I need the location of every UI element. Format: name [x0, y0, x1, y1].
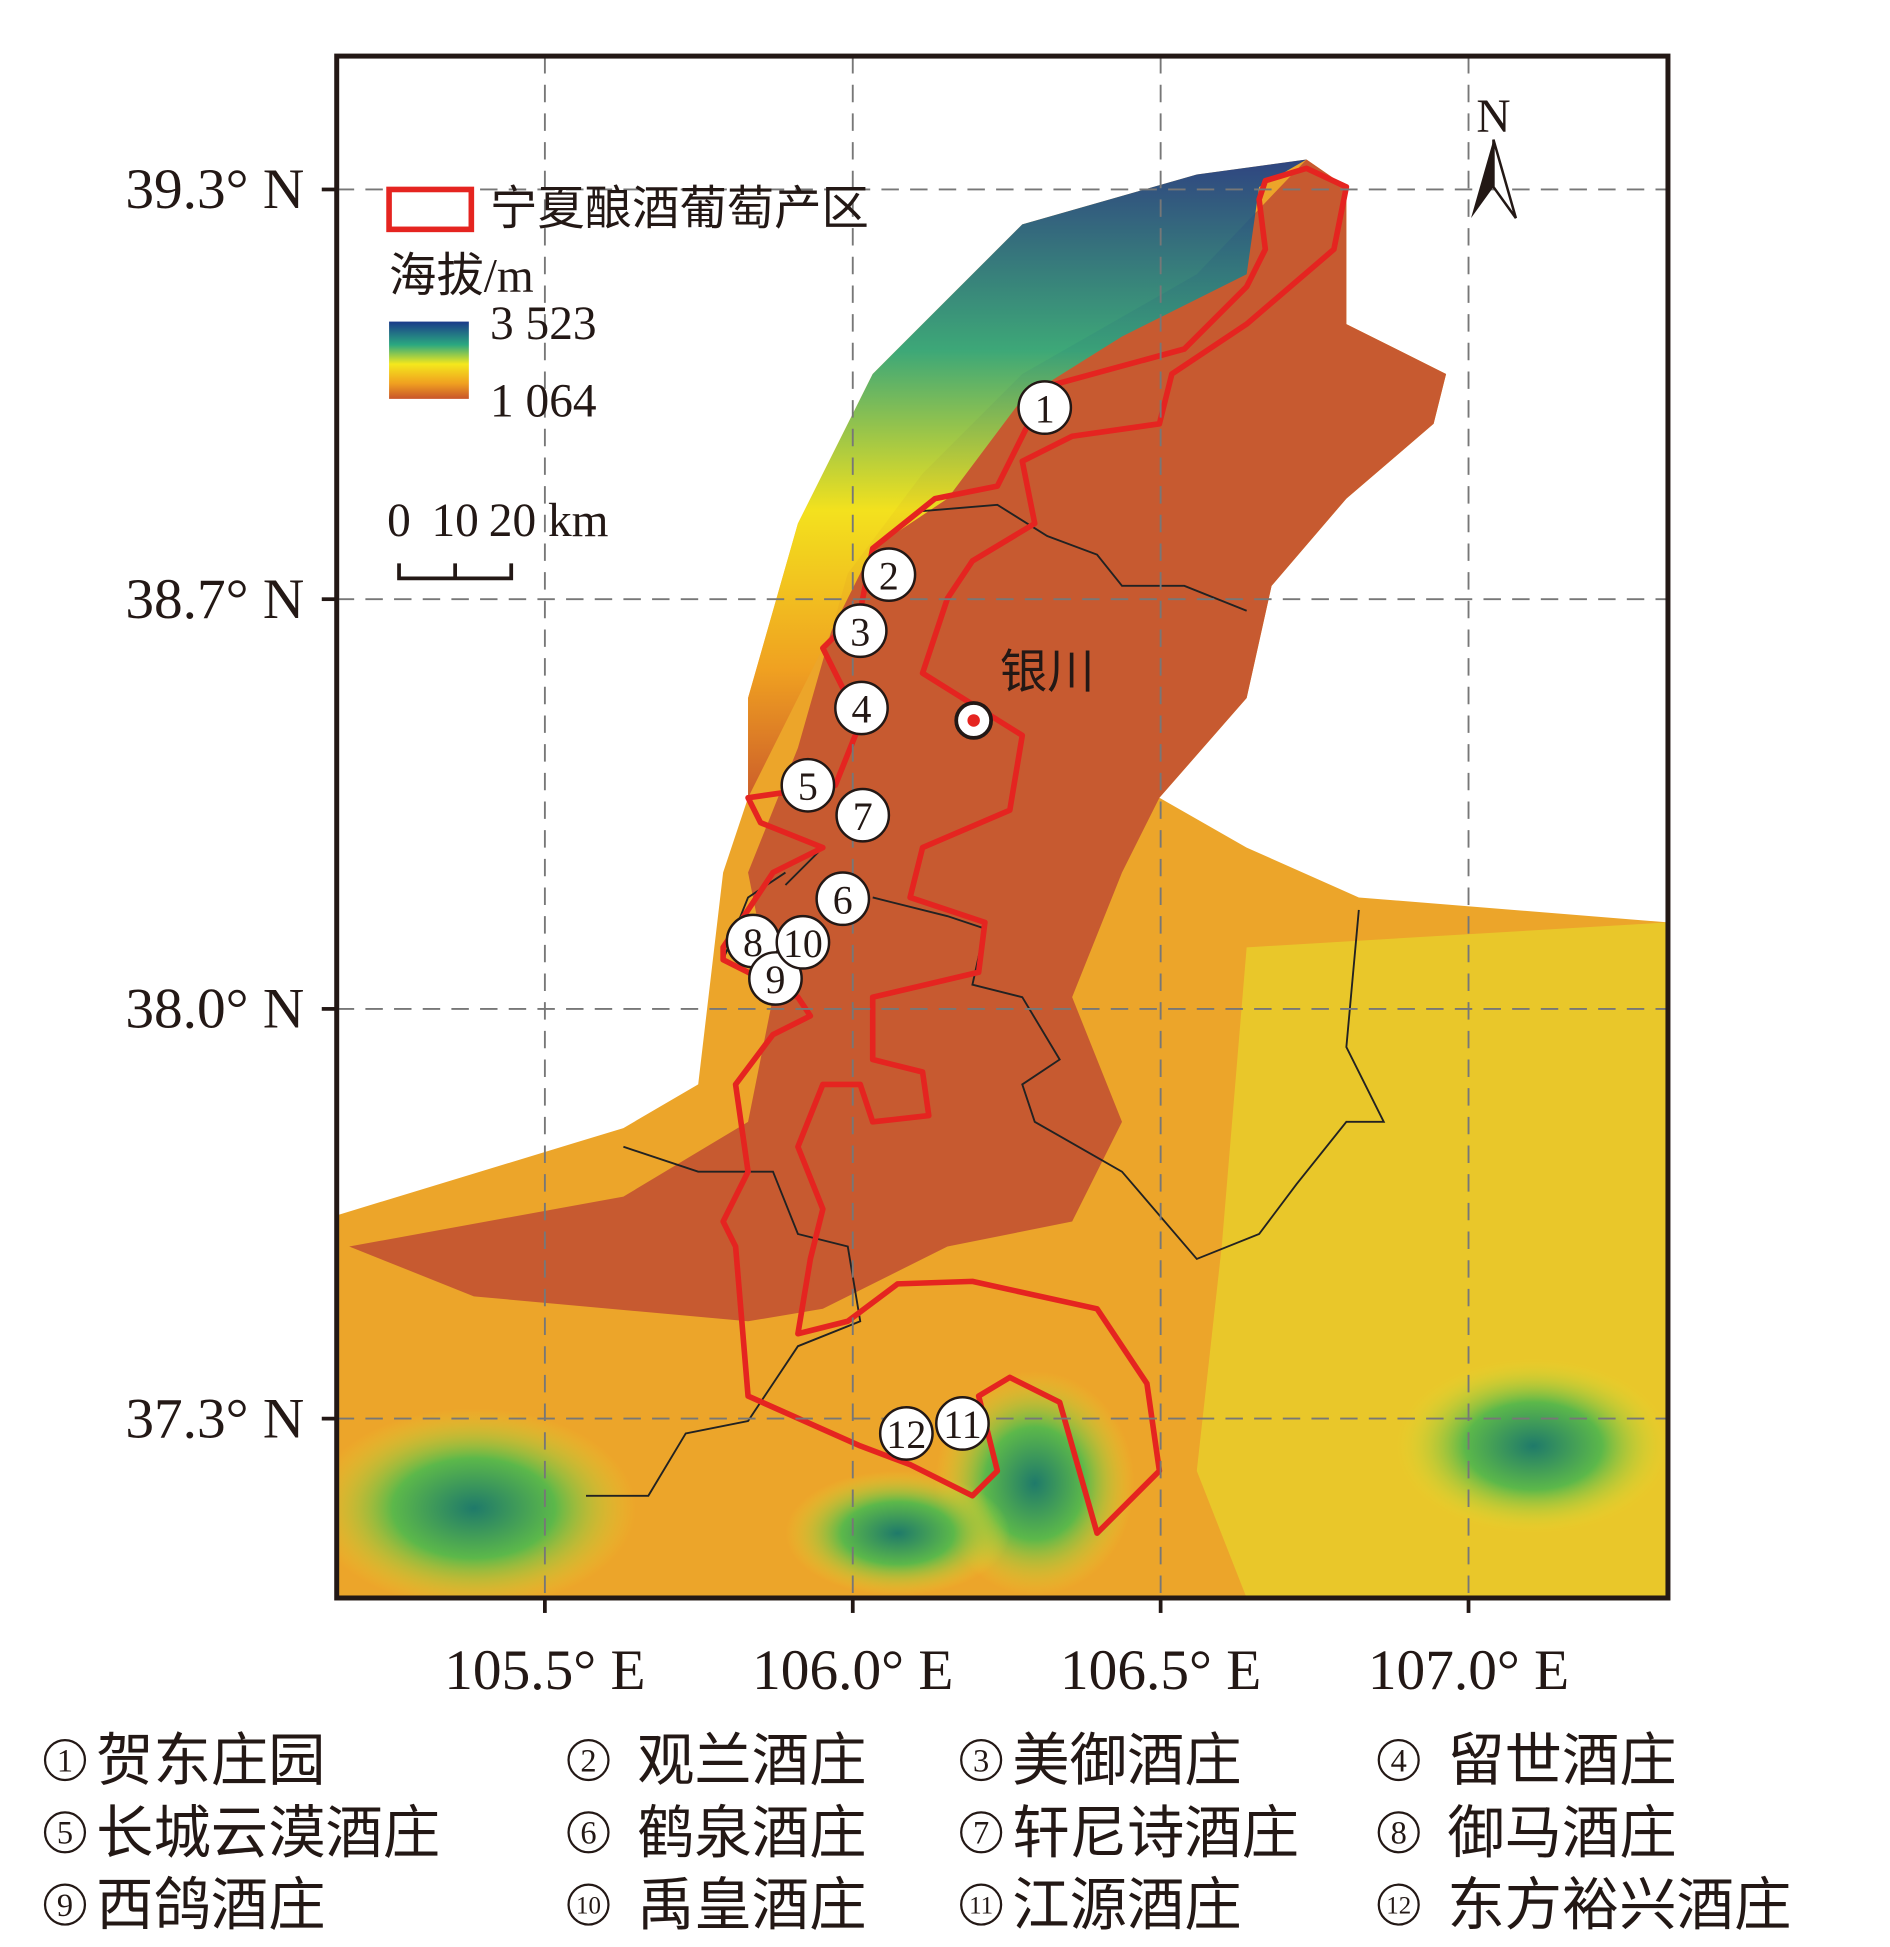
- list-number: 6: [580, 1816, 596, 1852]
- scale-bar: [397, 563, 514, 581]
- list-number-circle: [567, 1811, 610, 1854]
- lon-tick-label: 106.0° E: [752, 1639, 953, 1702]
- winery-marker: [834, 680, 889, 736]
- lat-tick-label: 39.3° N: [125, 158, 304, 221]
- map-frame: [334, 53, 1671, 1601]
- list-number: 8: [1391, 1816, 1407, 1852]
- legend-region-label: 宁夏酿酒葡萄产区: [490, 183, 869, 235]
- north-arrow: [1492, 139, 1518, 219]
- list-number-circle: [960, 1811, 1003, 1854]
- winery-marker-label: 10: [783, 921, 823, 966]
- list-number: 10: [576, 1892, 601, 1919]
- list-number: 3: [973, 1743, 989, 1779]
- winery-marker-label: 4: [852, 687, 872, 732]
- winery-marker: [832, 603, 888, 659]
- list-number-circle: [1377, 1811, 1420, 1854]
- legend-elevation-min: 1 064: [490, 375, 597, 427]
- scale-label: 20 km: [489, 495, 609, 547]
- lon-tick-label: 106.5° E: [1060, 1639, 1261, 1702]
- list-number-circle: [960, 1738, 1003, 1782]
- admin-boundaries: [586, 503, 1386, 1497]
- lon-tick-label: 105.5° E: [444, 1639, 645, 1702]
- list-name: 禹皇酒庄: [637, 1875, 866, 1938]
- list-name: 贺东庄园: [96, 1730, 325, 1793]
- winery-marker: [878, 1406, 934, 1461]
- winery-marker: [775, 914, 831, 970]
- list-number-circle: [567, 1883, 610, 1926]
- list-name: 观兰酒庄: [637, 1730, 866, 1793]
- terrain-helan-mountains: [748, 159, 1307, 798]
- list-number: 5: [57, 1816, 73, 1852]
- list-number: 12: [1386, 1892, 1411, 1919]
- list-name: 鹤泉酒庄: [637, 1802, 866, 1865]
- winery-marker-label: 3: [850, 609, 870, 654]
- winery-marker-label: 7: [853, 794, 873, 839]
- lat-tick-label: 38.0° N: [125, 978, 304, 1041]
- winery-marker: [1017, 380, 1073, 436]
- list-number: 2: [580, 1743, 596, 1779]
- terrain-south: [785, 1470, 1010, 1596]
- lat-tick-label: 38.7° N: [125, 568, 304, 631]
- list-name: 长城云漠酒庄: [96, 1802, 440, 1865]
- list-number: 11: [969, 1892, 993, 1919]
- list-number: 7: [973, 1816, 989, 1852]
- winery-marker-label: 9: [766, 957, 786, 1002]
- winery-marker: [780, 757, 836, 813]
- winery-marker-label: 5: [798, 764, 818, 809]
- winery-list: 1 贺东庄园 2 观兰酒庄 3 美御酒庄 4 留世酒庄 5 长城云漠酒庄 6 鹤泉酒庄 7 轩尼诗酒庄 8 御…: [43, 1730, 1791, 1938]
- winery-marker-label: 11: [943, 1402, 981, 1447]
- list-name: 江源酒庄: [1012, 1875, 1241, 1938]
- list-name: 留世酒庄: [1447, 1730, 1676, 1793]
- list-number: 4: [1391, 1743, 1407, 1779]
- list-number-circle: [1377, 1738, 1420, 1782]
- winery-marker-label: 6: [833, 877, 853, 922]
- scale-label: 10: [431, 495, 478, 547]
- list-number-circle: [960, 1883, 1003, 1926]
- city-marker-dot: [967, 714, 980, 727]
- terrain-south-west: [336, 1408, 636, 1598]
- winery-marker: [935, 1396, 990, 1451]
- winery-marker: [861, 547, 917, 603]
- north-label: N: [1476, 91, 1510, 143]
- lat-tick-label: 37.3° N: [125, 1387, 304, 1450]
- list-number: 9: [57, 1888, 73, 1924]
- terrain-plain: [349, 159, 1447, 1322]
- legend-elevation-title: 海拔/m: [389, 251, 534, 303]
- legend-elevation-ramp: [389, 321, 469, 399]
- winery-marker: [835, 787, 891, 843]
- list-number-circle: [43, 1883, 87, 1926]
- winery-marker: [815, 871, 871, 927]
- legend-elevation-max: 3 523: [490, 298, 597, 350]
- terrain: [336, 159, 1668, 1598]
- scale-label: 0: [387, 495, 411, 547]
- list-number-circle: [43, 1811, 87, 1854]
- list-name: 东方裕兴酒庄: [1447, 1875, 1791, 1938]
- winery-marker-label: 12: [886, 1412, 926, 1457]
- list-name: 美御酒庄: [1012, 1730, 1241, 1793]
- lon-tick-label: 107.0° E: [1368, 1639, 1569, 1702]
- list-name: 西鸽酒庄: [96, 1875, 325, 1938]
- winery-marker-label: 8: [743, 920, 763, 965]
- list-number: 1: [57, 1743, 73, 1779]
- terrain-south-east: [1396, 1358, 1668, 1534]
- list-number-circle: [43, 1738, 87, 1782]
- list-number-circle: [1377, 1883, 1420, 1926]
- list-number-circle: [567, 1738, 610, 1782]
- legend-region-swatch: [386, 186, 475, 233]
- list-name: 轩尼诗酒庄: [1012, 1802, 1299, 1865]
- list-name: 御马酒庄: [1447, 1802, 1676, 1865]
- city-label: 银川: [1000, 647, 1095, 699]
- winery-marker-label: 2: [879, 553, 899, 598]
- winery-marker-label: 1: [1035, 386, 1055, 431]
